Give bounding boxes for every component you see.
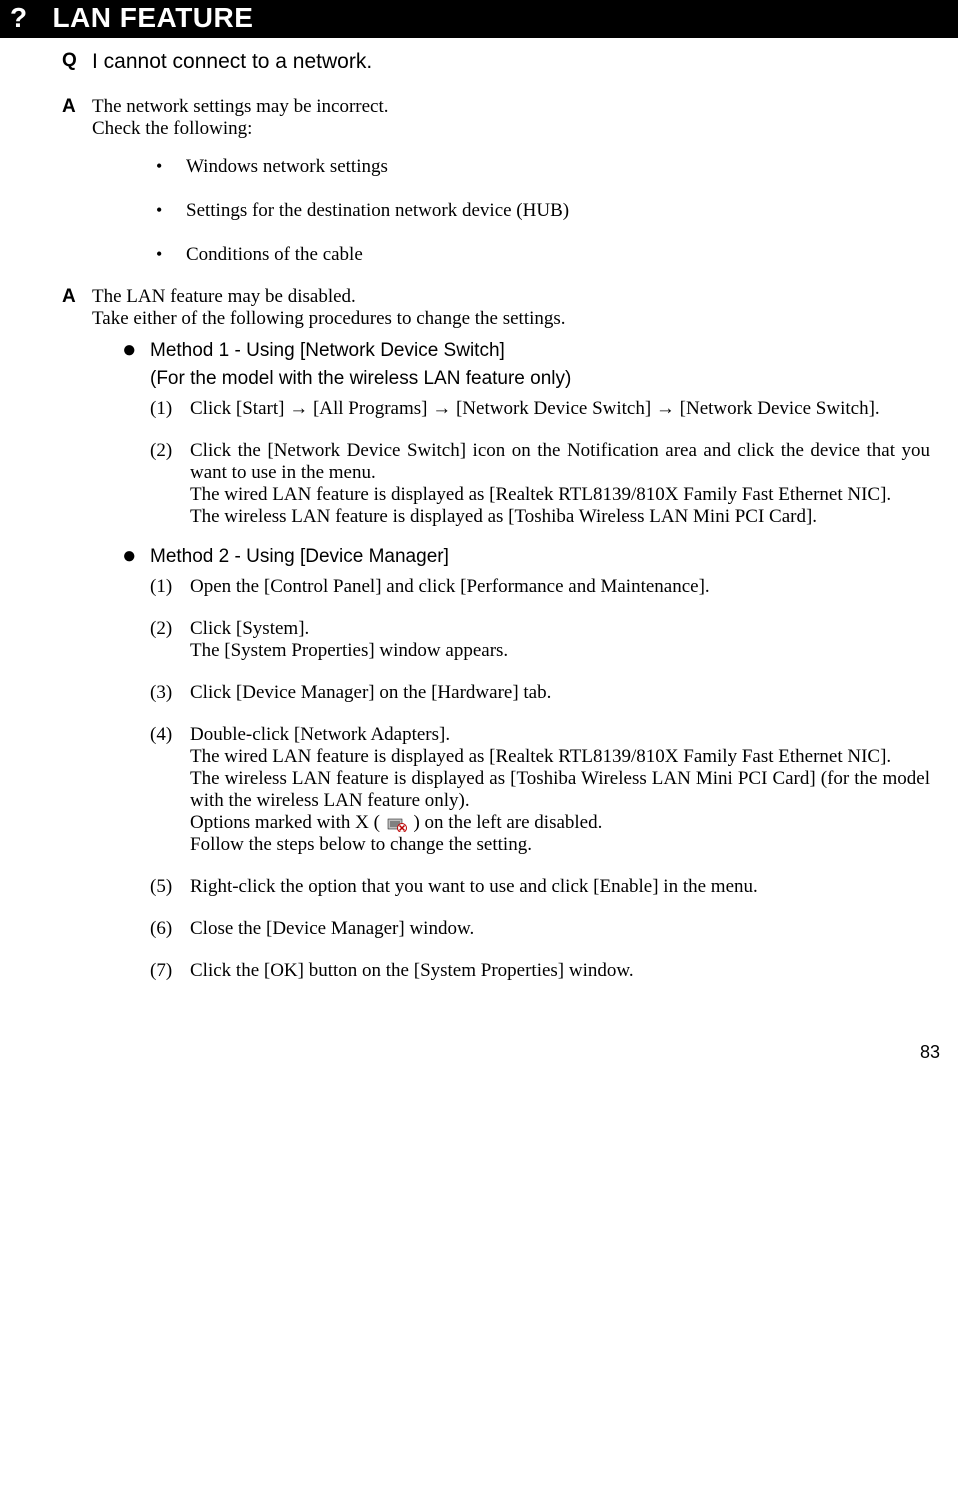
method-1-block: ● Method 1 - Using [Network Device Switc… [122, 340, 930, 528]
step-text: Click [Device Manager] on the [Hardware]… [190, 682, 930, 704]
answer-2-label: A [62, 286, 92, 1002]
page-content: Q I cannot connect to a network. A The n… [0, 38, 958, 1042]
question-row: Q I cannot connect to a network. [62, 50, 930, 74]
header-question-mark: ? [10, 2, 28, 33]
step-line: The [System Properties] window appears. [190, 640, 930, 662]
step-row: (2) Click [System]. The [System Properti… [150, 618, 930, 662]
bullet-item: • Conditions of the cable [156, 244, 930, 266]
step-number: (1) [150, 576, 190, 598]
step-row: (3) Click [Device Manager] on the [Hardw… [150, 682, 930, 704]
x-line-after: ) on the left are disabled. [409, 812, 603, 833]
method-1-subtitle: (For the model with the wireless LAN fea… [150, 368, 930, 390]
step-line: Follow the steps below to change the set… [190, 834, 930, 856]
x-line-before: Options marked with X ( [190, 812, 385, 833]
step-row: (4) Double-click [Network Adapters]. The… [150, 724, 930, 856]
step-number: (7) [150, 960, 190, 982]
page-number: 83 [0, 1042, 958, 1073]
bullet-dot-icon: • [156, 244, 186, 266]
disabled-device-icon [387, 816, 407, 832]
answer-2-row: A The LAN feature may be disabled. Take … [62, 286, 930, 1002]
step-text: Click the [Network Device Switch] icon o… [190, 440, 930, 528]
method-2-head: ● Method 2 - Using [Device Manager] [122, 546, 930, 568]
question-label: Q [62, 50, 92, 74]
step-text: Close the [Device Manager] window. [190, 918, 930, 940]
bullet-dot-icon: • [156, 156, 186, 178]
method-1-title: Method 1 - Using [Network Device Switch] [150, 340, 505, 362]
step-text: Right-click the option that you want to … [190, 876, 930, 898]
answer-1-label: A [62, 96, 92, 286]
method-2-block: ● Method 2 - Using [Device Manager] (1) … [122, 546, 930, 982]
step-line: The wired LAN feature is displayed as [R… [190, 746, 930, 768]
answer-1-intro-2: Check the following: [92, 118, 930, 140]
step-line: Click [System]. [190, 618, 930, 640]
bullet-dot-icon: • [156, 200, 186, 222]
answer-2-intro-2: Take either of the following procedures … [92, 308, 930, 330]
answer-2-intro-1: The LAN feature may be disabled. [92, 286, 930, 308]
step-row: (1) Click [Start] → [All Programs] → [Ne… [150, 398, 930, 420]
answer-1-bullets: • Windows network settings • Settings fo… [92, 156, 930, 266]
step-line: Options marked with X ( ) on the left ar… [190, 812, 930, 834]
step-row: (1) Open the [Control Panel] and click [… [150, 576, 930, 598]
answer-1-intro-1: The network settings may be incorrect. [92, 96, 930, 118]
method-2-steps: (1) Open the [Control Panel] and click [… [150, 576, 930, 982]
answer-1-body: The network settings may be incorrect. C… [92, 96, 930, 286]
question-text: I cannot connect to a network. [92, 50, 372, 74]
step-text: Click [Start] → [All Programs] → [Networ… [190, 398, 930, 420]
step-text: Double-click [Network Adapters]. The wir… [190, 724, 930, 856]
step-number: (5) [150, 876, 190, 898]
answer-2-body: The LAN feature may be disabled. Take ei… [92, 286, 930, 1002]
step-row: (2) Click the [Network Device Switch] ic… [150, 440, 930, 528]
step-number: (3) [150, 682, 190, 704]
step-number: (6) [150, 918, 190, 940]
answer-1-row: A The network settings may be incorrect.… [62, 96, 930, 286]
step-number: (1) [150, 398, 190, 420]
bullet-item: • Windows network settings [156, 156, 930, 178]
bullet-text: Settings for the destination network dev… [186, 200, 569, 222]
method-1-head: ● Method 1 - Using [Network Device Switc… [122, 340, 930, 362]
filled-circle-icon: ● [122, 546, 150, 566]
step-line: The wired LAN feature is displayed as [R… [190, 484, 930, 506]
step-text: Click [System]. The [System Properties] … [190, 618, 930, 662]
method-1-steps: (1) Click [Start] → [All Programs] → [Ne… [150, 398, 930, 528]
step-number: (2) [150, 440, 190, 528]
bullet-text: Windows network settings [186, 156, 388, 178]
step-number: (2) [150, 618, 190, 662]
step-line: Double-click [Network Adapters]. [190, 724, 930, 746]
section-header: ? LAN FEATURE [0, 0, 958, 38]
step-line: Click the [Network Device Switch] icon o… [190, 440, 930, 484]
header-title: LAN FEATURE [52, 2, 253, 33]
filled-circle-icon: ● [122, 340, 150, 360]
bullet-text: Conditions of the cable [186, 244, 363, 266]
step-line: The wireless LAN feature is displayed as… [190, 506, 930, 528]
step-line: The wireless LAN feature is displayed as… [190, 768, 930, 812]
step-row: (5) Right-click the option that you want… [150, 876, 930, 898]
step-row: (7) Click the [OK] button on the [System… [150, 960, 930, 982]
bullet-item: • Settings for the destination network d… [156, 200, 930, 222]
step-text: Click the [OK] button on the [System Pro… [190, 960, 930, 982]
step-text: Open the [Control Panel] and click [Perf… [190, 576, 930, 598]
step-number: (4) [150, 724, 190, 856]
step-row: (6) Close the [Device Manager] window. [150, 918, 930, 940]
method-2-title: Method 2 - Using [Device Manager] [150, 546, 449, 568]
